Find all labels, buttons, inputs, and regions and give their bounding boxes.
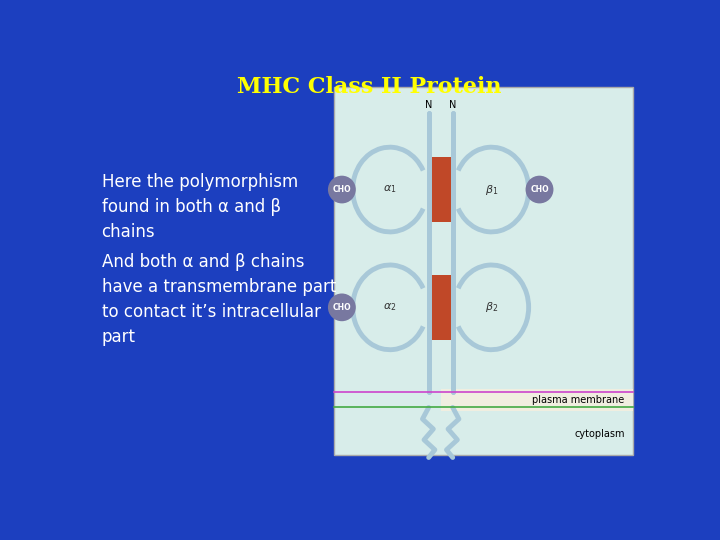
Bar — [430, 275, 451, 340]
Bar — [441, 389, 632, 410]
Circle shape — [328, 294, 356, 321]
Circle shape — [328, 176, 356, 204]
Text: CHO: CHO — [333, 185, 351, 194]
Text: cytoplasm: cytoplasm — [575, 429, 625, 440]
Text: plasma membrane: plasma membrane — [533, 395, 625, 405]
Text: $\alpha_1$: $\alpha_1$ — [383, 184, 397, 195]
Text: CHO: CHO — [333, 303, 351, 312]
Text: N: N — [449, 100, 456, 110]
Text: Here the polymorphism
found in both α and β
chains: Here the polymorphism found in both α an… — [102, 173, 298, 241]
Bar — [430, 157, 451, 222]
Text: MHC Class II Protein: MHC Class II Protein — [237, 76, 501, 98]
Text: N: N — [425, 100, 433, 110]
Text: $\alpha_2$: $\alpha_2$ — [383, 301, 397, 313]
Text: $\beta_1$: $\beta_1$ — [485, 183, 498, 197]
Bar — [334, 87, 632, 455]
Circle shape — [526, 176, 554, 204]
Text: $\beta_2$: $\beta_2$ — [485, 300, 498, 314]
Text: CHO: CHO — [530, 185, 549, 194]
Text: And both α and β chains
have a transmembrane part
to contact it’s intracellular
: And both α and β chains have a transmemb… — [102, 253, 336, 347]
